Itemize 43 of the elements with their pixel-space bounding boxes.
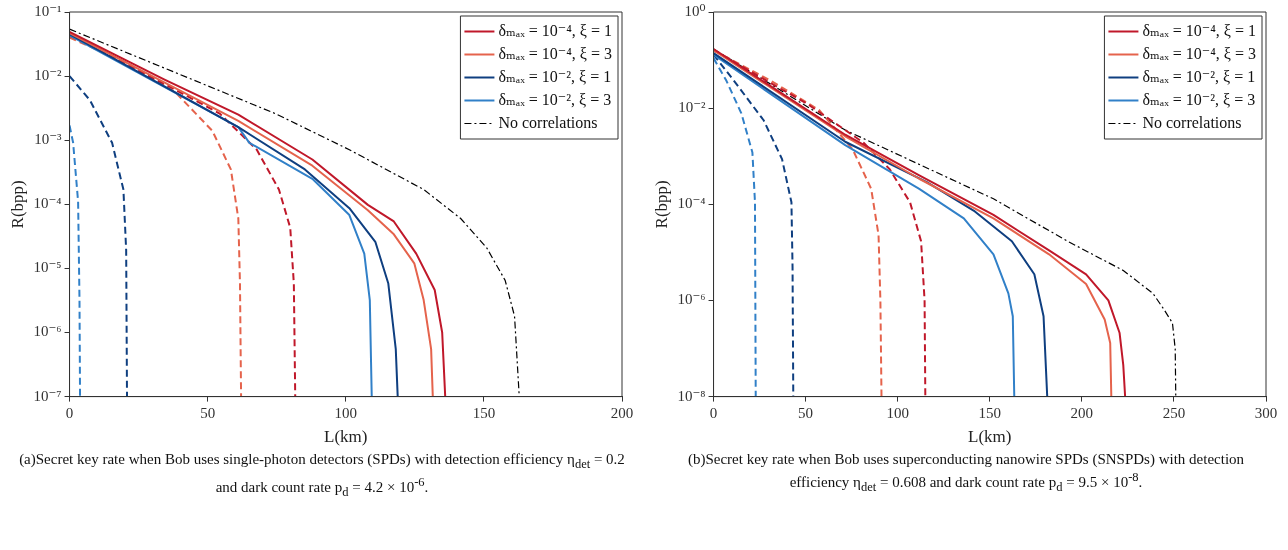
y-axis-title: R(bpp) xyxy=(651,180,671,229)
y-tick-label: 10⁻⁶ xyxy=(33,323,62,340)
legend-label: δₘₐₓ = 10⁻², ξ = 1 xyxy=(498,67,612,85)
x-tick-label: 200 xyxy=(1070,404,1094,421)
y-axis-title: R(bpp) xyxy=(7,180,27,229)
y-tick-label: 10⁻⁶ xyxy=(677,291,706,308)
text: (b)Secret key rate when Bob uses superconducting nanowire SPDs (SNSPDs) with detection efficiency η$_{det}$ = 0.608 and dark count rate p$_{d}$ = 9.5 × 10$^{-8}$. xyxy=(686,450,1246,496)
line-series xyxy=(69,75,128,397)
x-tick-label: 250 xyxy=(1162,404,1186,421)
y-tick-label: 10⁻³ xyxy=(34,131,63,148)
legend-label: No correlations xyxy=(1142,113,1242,131)
x-tick-label: 50 xyxy=(200,404,216,421)
y-tick-label: 10⁻⁸ xyxy=(677,387,706,404)
line-series xyxy=(69,124,82,397)
legend-label: No correlations xyxy=(498,113,598,131)
x-tick-label: 100 xyxy=(334,404,358,421)
text: (a)Secret key rate when Bob uses single-photon detectors (SPDs) with detection efficiency η$_{det}$ = 0.2 and dark count rate p$_{d}$ = 4.2 × 10$^{-6}$. xyxy=(19,451,625,499)
x-tick-label: 50 xyxy=(798,404,814,421)
x-tick-label: 100 xyxy=(886,404,909,421)
x-tick-label: 150 xyxy=(472,404,496,421)
x-tick-label: 0 xyxy=(709,404,718,421)
legend-label: δₘₐₓ = 10⁻⁴, ξ = 1 xyxy=(1142,21,1257,39)
legend-label: δₘₐₓ = 10⁻², ξ = 3 xyxy=(1142,90,1256,108)
legend-label: δₘₐₓ = 10⁻², ξ = 3 xyxy=(498,90,612,108)
x-tick-label: 300 xyxy=(1254,404,1278,421)
legend-label: δₘₐₓ = 10⁻⁴, ξ = 3 xyxy=(1142,44,1257,62)
y-tick-label: 10⁰ xyxy=(684,2,706,19)
x-tick-label: 200 xyxy=(610,404,634,421)
y-tick-label: 10⁻⁷ xyxy=(33,387,62,404)
x-axis-title: L(km) xyxy=(968,427,1012,447)
y-tick-label: 10⁻² xyxy=(34,67,63,84)
x-tick-label: 0 xyxy=(65,404,74,421)
line-series xyxy=(713,57,757,397)
y-tick-label: 10⁻¹ xyxy=(34,2,62,19)
legend-label: δₘₐₓ = 10⁻², ξ = 1 xyxy=(1142,67,1256,85)
x-axis-title: L(km) xyxy=(324,427,368,447)
legend-label: δₘₐₓ = 10⁻⁴, ξ = 3 xyxy=(498,44,613,62)
y-tick-label: 10⁻² xyxy=(678,99,707,116)
x-tick-label: 150 xyxy=(978,404,1002,421)
y-tick-label: 10⁻⁴ xyxy=(677,195,706,212)
legend-label: δₘₐₓ = 10⁻⁴, ξ = 1 xyxy=(498,21,613,39)
y-tick-label: 10⁻⁴ xyxy=(33,195,62,212)
y-tick-label: 10⁻⁵ xyxy=(33,259,62,276)
